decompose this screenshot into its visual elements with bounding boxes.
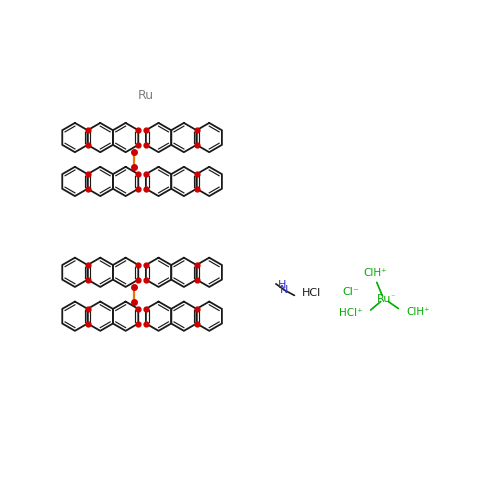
Text: Ru: Ru	[137, 89, 154, 102]
Text: Ru: Ru	[377, 294, 392, 304]
Text: ⁻: ⁻	[391, 293, 395, 301]
Text: ClH⁺: ClH⁺	[364, 268, 387, 278]
Text: HCl: HCl	[302, 288, 321, 298]
Text: HCl⁺: HCl⁺	[339, 308, 363, 318]
Text: N: N	[280, 285, 288, 295]
Text: H: H	[278, 280, 286, 290]
Text: ClH⁺: ClH⁺	[406, 307, 430, 317]
Text: Cl⁻: Cl⁻	[342, 286, 359, 297]
